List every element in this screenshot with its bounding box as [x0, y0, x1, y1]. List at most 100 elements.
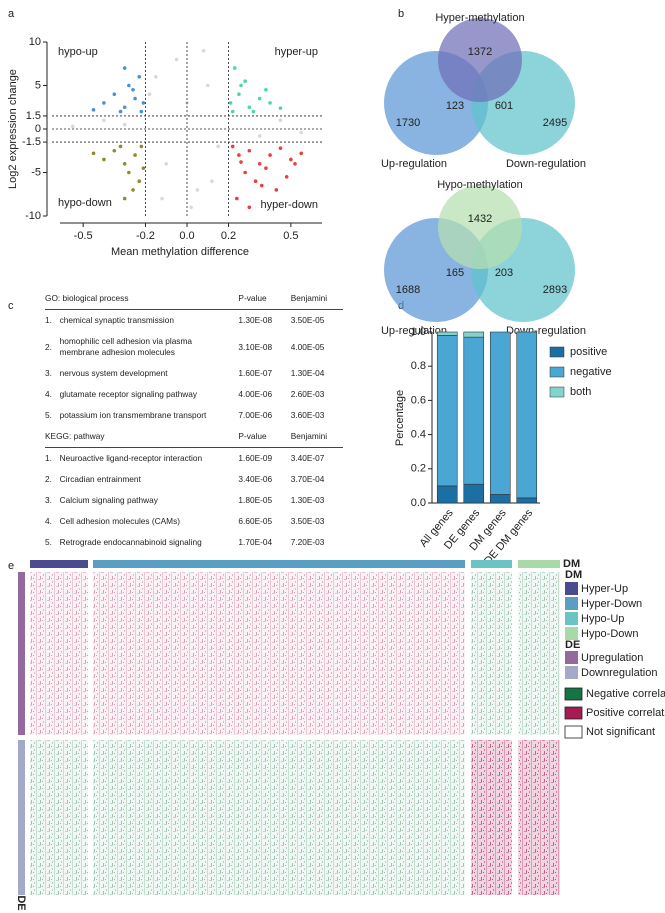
- bar-segment: [436, 335, 458, 487]
- table-cell: 2.60E-03: [290, 389, 325, 399]
- quadrant-label: hypo-up: [58, 46, 98, 58]
- table-header: KEGG: pathway P-value Benjamini: [45, 426, 343, 448]
- table-row: 3. Calcium signaling pathway 1.80E-05 1.30E…: [45, 490, 343, 511]
- legend-swatch: [549, 386, 565, 398]
- point: [239, 160, 243, 164]
- point: [137, 179, 142, 183]
- point: [247, 148, 252, 153]
- table-cell: 3.70E-04: [290, 474, 325, 484]
- point: [237, 92, 241, 96]
- point: [147, 92, 152, 96]
- y-tick-label: 0.2: [411, 463, 426, 475]
- table-cell: 3.: [45, 495, 52, 505]
- table-cell: 3.: [45, 368, 52, 378]
- point: [257, 134, 262, 138]
- point: [230, 109, 235, 114]
- point: [112, 92, 117, 96]
- y-tick-label: 0.8: [411, 360, 426, 372]
- table-cell: Retrograde endocannabinoid signaling: [59, 537, 202, 547]
- point: [268, 101, 272, 105]
- legend-label: Hypo-Down: [581, 628, 638, 640]
- table-cell: Neuroactive ligand-receptor interaction: [59, 453, 203, 463]
- table-cell: 2.: [45, 474, 52, 484]
- point: [195, 188, 200, 192]
- table-cell: 3.50E-05: [290, 315, 325, 325]
- table-row: 2. homophilic cell adhesion via plasma me…: [45, 331, 343, 363]
- table-cell: 1.80E-05: [238, 495, 273, 505]
- point: [139, 109, 144, 114]
- legend-swatch: [564, 725, 583, 739]
- table-cell: 4.00E-06: [238, 389, 273, 399]
- point: [259, 183, 264, 188]
- point: [139, 144, 144, 149]
- y-tick-label: -10: [25, 210, 41, 222]
- point: [239, 83, 243, 88]
- table-row: 2. Circadian entrainment 3.40E-06 3.70E-04: [45, 469, 343, 490]
- row-group-bar: [18, 572, 25, 735]
- point: [131, 88, 135, 92]
- point: [141, 166, 146, 170]
- point: [289, 157, 293, 162]
- point: [122, 66, 127, 70]
- x-tick-label: 0.5: [283, 230, 298, 242]
- point: [127, 170, 131, 175]
- table-cell: nervous system development: [59, 368, 168, 378]
- table-cell: potassium ion transmembrane transport: [59, 410, 207, 420]
- point: [253, 179, 258, 183]
- legend-label: Hyper-Down: [581, 598, 642, 610]
- table: GO: biological process P-value Benjamini 1.…: [45, 288, 343, 553]
- venn-count: 2495: [543, 117, 567, 129]
- legend-label: Hyper-Up: [581, 583, 628, 595]
- point: [141, 101, 146, 105]
- point: [216, 144, 220, 149]
- x-tick-label: -0.2: [136, 230, 155, 242]
- legend-swatch: [564, 687, 583, 701]
- legend-label: both: [570, 386, 591, 398]
- bar-segment: [489, 494, 511, 504]
- table-cell: Circadian entrainment: [59, 474, 141, 484]
- point: [299, 130, 304, 135]
- y-tick-label: 0.6: [411, 394, 426, 406]
- table-row: 1. Neuroactive ligand-receptor interactio…: [45, 448, 343, 470]
- point: [102, 157, 106, 162]
- x-axis-label: Mean methylation difference: [111, 246, 249, 258]
- point: [232, 66, 237, 70]
- column-group-bar: [518, 560, 560, 568]
- table-cell: homophilic cell adhesion via plasma memb…: [59, 336, 192, 357]
- point: [210, 179, 214, 183]
- heatmap-cells: [93, 740, 465, 895]
- table-row: 4. glutamate receptor signaling pathway 4.…: [45, 384, 343, 405]
- table-cell: 3.40E-06: [238, 474, 273, 484]
- point: [70, 124, 75, 129]
- table-cell: chemical synaptic transmission: [59, 315, 174, 325]
- table-header: GO: biological process P-value Benjamini: [45, 288, 343, 310]
- table-cell: 1.30E-08: [238, 315, 273, 325]
- point: [284, 175, 289, 179]
- point: [205, 83, 210, 88]
- point: [164, 162, 169, 166]
- table-cell: glutamate receptor signaling pathway: [59, 389, 198, 399]
- table-cell: 6.60E-05: [238, 516, 273, 526]
- table-row: 4. Cell adhesion molecules (CAMs) 6.60E-05…: [45, 511, 343, 532]
- table-cell: Cell adhesion molecules (CAMs): [59, 516, 180, 526]
- point: [278, 146, 283, 150]
- table-cell: 4.: [45, 389, 52, 399]
- table-cell: 3.50E-03: [290, 516, 325, 526]
- bar-segment: [516, 331, 538, 499]
- point: [137, 75, 142, 79]
- table-cell: 7.00E-06: [238, 410, 273, 420]
- venn-count: 601: [495, 100, 513, 112]
- legend-swatch: [565, 597, 578, 610]
- x-tick-label: 0.2: [221, 230, 236, 242]
- point: [174, 57, 179, 62]
- point: [118, 109, 123, 114]
- column-group-bar: [93, 560, 465, 568]
- venn-count: 165: [446, 267, 464, 279]
- legend-label: Upregulation: [581, 652, 643, 664]
- legend-swatch: [549, 366, 565, 378]
- venn-count: 123: [446, 100, 464, 112]
- point: [122, 105, 127, 110]
- legend-swatch: [549, 346, 565, 358]
- point: [122, 196, 127, 201]
